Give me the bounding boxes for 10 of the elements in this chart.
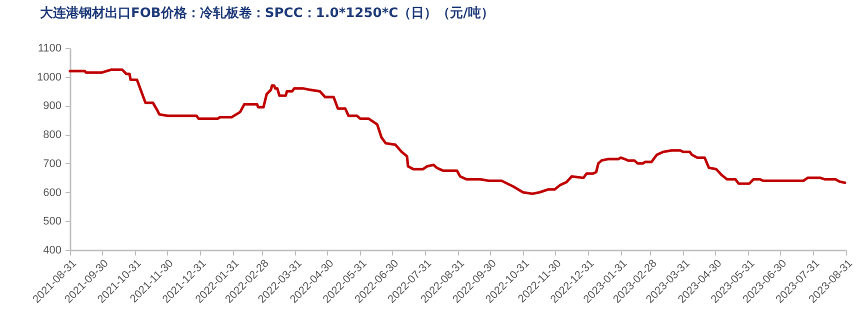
y-tick-label: 500 <box>43 216 62 228</box>
y-tick-label: 800 <box>43 129 62 142</box>
y-tick-label: 700 <box>43 158 62 170</box>
y-tick-label: 600 <box>43 186 62 199</box>
y-tick-label: 1100 <box>38 42 62 54</box>
line-series <box>68 68 846 196</box>
chart-title: 大连港钢材出口FOB价格：冷轧板卷：SPCC：1.0*1250*C（日）（元/吨） <box>40 6 494 21</box>
y-tick-label: 400 <box>43 244 62 256</box>
y-tick-label: 1000 <box>37 71 62 84</box>
y-tick-label: 900 <box>43 100 62 112</box>
